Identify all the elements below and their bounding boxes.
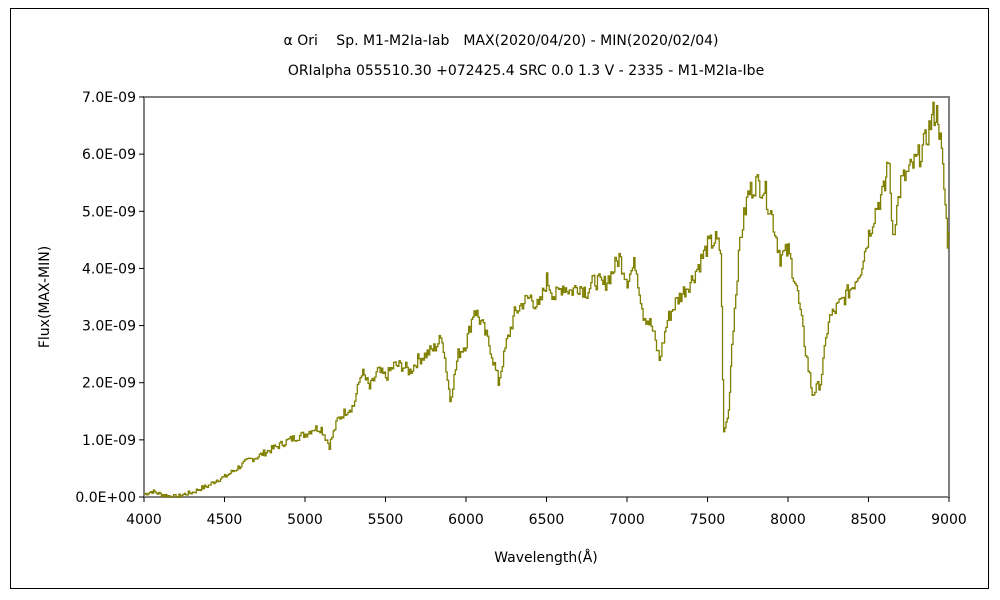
x-tick-label: 9000: [931, 512, 967, 528]
x-tick-label: 7000: [609, 512, 645, 528]
chart-subtitle: ORIalpha 055510.30 +072425.4 SRC 0.0 1.3…: [288, 63, 764, 79]
y-tick-label: 2.0E-09: [82, 376, 136, 392]
x-tick-label: 8500: [851, 512, 887, 528]
y-tick-label: 7.0E-09: [82, 90, 136, 106]
x-tick-label: 7500: [690, 512, 726, 528]
y-tick-label: 6.0E-09: [82, 147, 136, 163]
x-tick-label: 8000: [770, 512, 806, 528]
x-tick-label: 5000: [287, 512, 323, 528]
y-tick-label: 1.0E-09: [82, 433, 136, 449]
y-axis-label: Flux(MAX-MIN): [37, 246, 53, 348]
x-axis-label: Wavelength(Å): [494, 549, 598, 566]
chart-title: α Ori Sp. M1-M2Ia-Iab MAX(2020/04/20) - …: [284, 33, 719, 49]
plot-area: [143, 96, 950, 498]
y-tick-label: 0.0E+00: [75, 490, 136, 506]
spectrum-chart: α Ori Sp. M1-M2Ia-Iab MAX(2020/04/20) - …: [37, 33, 967, 566]
x-tick-label: 6500: [529, 512, 565, 528]
x-tick-label: 4500: [207, 512, 243, 528]
series-line: [144, 101, 950, 498]
y-tick-label: 4.0E-09: [82, 261, 136, 277]
y-tick-label: 5.0E-09: [82, 204, 136, 220]
y-tick-label: 3.0E-09: [82, 319, 136, 335]
x-tick-label: 5500: [368, 512, 404, 528]
x-tick-label: 4000: [126, 512, 162, 528]
chart-frame: α Ori Sp. M1-M2Ia-Iab MAX(2020/04/20) - …: [10, 8, 989, 589]
x-tick-label: 6000: [448, 512, 484, 528]
